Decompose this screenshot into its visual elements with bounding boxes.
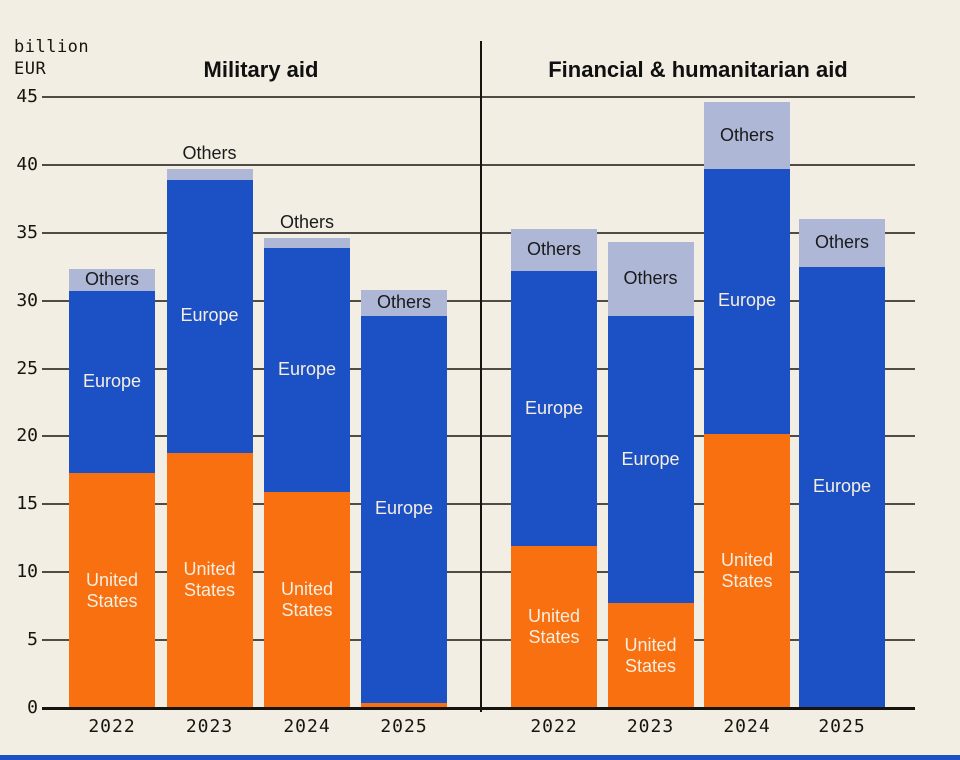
bar-segment-europe-2022 (69, 291, 155, 474)
segment-label-europe: Europe (82, 371, 142, 392)
segment-label-europe: Europe (180, 305, 239, 326)
y-tick-label-10: 10 (16, 561, 38, 583)
segment-label-others: Others (814, 231, 870, 252)
segment-label-others: Others (182, 142, 237, 163)
x-tick-label-2023-panel1: 2023 (626, 716, 675, 737)
x-tick-label-2025-panel1: 2025 (818, 716, 866, 737)
y-tick-label-30: 30 (16, 289, 38, 311)
bar-segment-others-2025 (361, 289, 447, 316)
bar-segment-united-states-2022 (69, 473, 155, 708)
bottom-accent-bar (0, 755, 960, 760)
bar-segment-europe-2023 (166, 179, 253, 453)
y-axis-unit-line2: EUR (14, 59, 47, 79)
baseline-axis (42, 707, 915, 710)
gridline-10 (42, 571, 915, 574)
bar-segment-united-states-2023 (166, 452, 253, 708)
segment-label-united-states: United States (85, 569, 139, 611)
bar-segment-europe-2025 (799, 266, 885, 708)
gridline-25 (42, 367, 915, 370)
x-tick-label-2024-panel0: 2024 (283, 716, 331, 737)
bar-segment-others-2025 (799, 219, 885, 267)
gridline-5 (42, 639, 915, 642)
bar-segment-europe-2024 (704, 168, 790, 434)
panel-divider (480, 41, 482, 712)
bar-segment-others-2024 (264, 238, 350, 248)
segment-label-europe: Europe (812, 476, 872, 497)
segment-label-others: Others (376, 291, 432, 312)
bar-segment-united-states-2024 (264, 492, 350, 708)
bar-segment-europe-2023 (607, 315, 694, 604)
bar-segment-europe-2022 (511, 270, 597, 547)
segment-label-united-states: United States (527, 606, 581, 648)
gridline-40 (42, 163, 915, 166)
y-tick-label-45: 45 (16, 86, 38, 107)
gridline-20 (42, 435, 915, 438)
bar-segment-others-2023 (607, 242, 694, 316)
bar-segment-others-2023 (166, 168, 253, 180)
x-tick-label-2024-panel1: 2024 (723, 716, 771, 737)
segment-label-others: Others (719, 124, 775, 145)
bar-segment-united-states-2025 (361, 702, 447, 708)
bar-segment-united-states-2024 (704, 433, 790, 708)
bar-segment-others-2022 (69, 269, 155, 292)
gridline-30 (42, 299, 915, 302)
gridline-35 (42, 231, 915, 234)
y-tick-label-0: 0 (27, 697, 38, 718)
gridline-15 (42, 503, 915, 506)
segment-label-others: Others (623, 267, 678, 288)
segment-label-united-states: United States (183, 559, 236, 601)
y-axis-unit-line1: billion (14, 37, 90, 57)
segment-label-others: Others (84, 269, 140, 290)
y-tick-label-40: 40 (16, 153, 38, 175)
x-tick-label-2022-panel1: 2022 (530, 716, 578, 737)
y-tick-label-15: 15 (16, 493, 38, 515)
segment-label-united-states: United States (720, 549, 774, 591)
segment-label-europe: Europe (621, 448, 680, 469)
panel-title-financial-humanitarian-aid: Financial & humanitarian aid (548, 57, 848, 82)
gridline-45 (42, 96, 915, 98)
panel-title-military-aid: Military aid (203, 57, 319, 82)
segment-label-europe: Europe (717, 290, 777, 311)
segment-label-europe: Europe (524, 397, 584, 418)
segment-label-united-states: United States (280, 579, 334, 621)
bar-segment-others-2022 (511, 228, 597, 271)
bar-segment-europe-2025 (361, 315, 447, 703)
y-axis-unit-label: billion EUR (14, 36, 89, 80)
x-tick-label-2022-panel0: 2022 (88, 716, 136, 737)
y-tick-label-25: 25 (16, 357, 38, 379)
y-tick-label-35: 35 (16, 221, 38, 243)
segment-label-others: Others (279, 212, 335, 233)
x-tick-label-2025-panel0: 2025 (380, 716, 428, 737)
y-tick-label-20: 20 (16, 425, 38, 447)
segment-label-europe: Europe (374, 498, 434, 519)
bar-segment-europe-2024 (264, 247, 350, 493)
y-tick-label-5: 5 (27, 629, 38, 651)
bar-segment-others-2024 (704, 102, 790, 169)
segment-label-europe: Europe (277, 358, 337, 379)
segment-label-united-states: United States (624, 634, 677, 676)
segment-label-others: Others (526, 238, 582, 259)
bar-segment-united-states-2022 (511, 546, 597, 708)
x-tick-label-2023-panel0: 2023 (185, 716, 234, 737)
bar-segment-united-states-2023 (607, 603, 694, 708)
